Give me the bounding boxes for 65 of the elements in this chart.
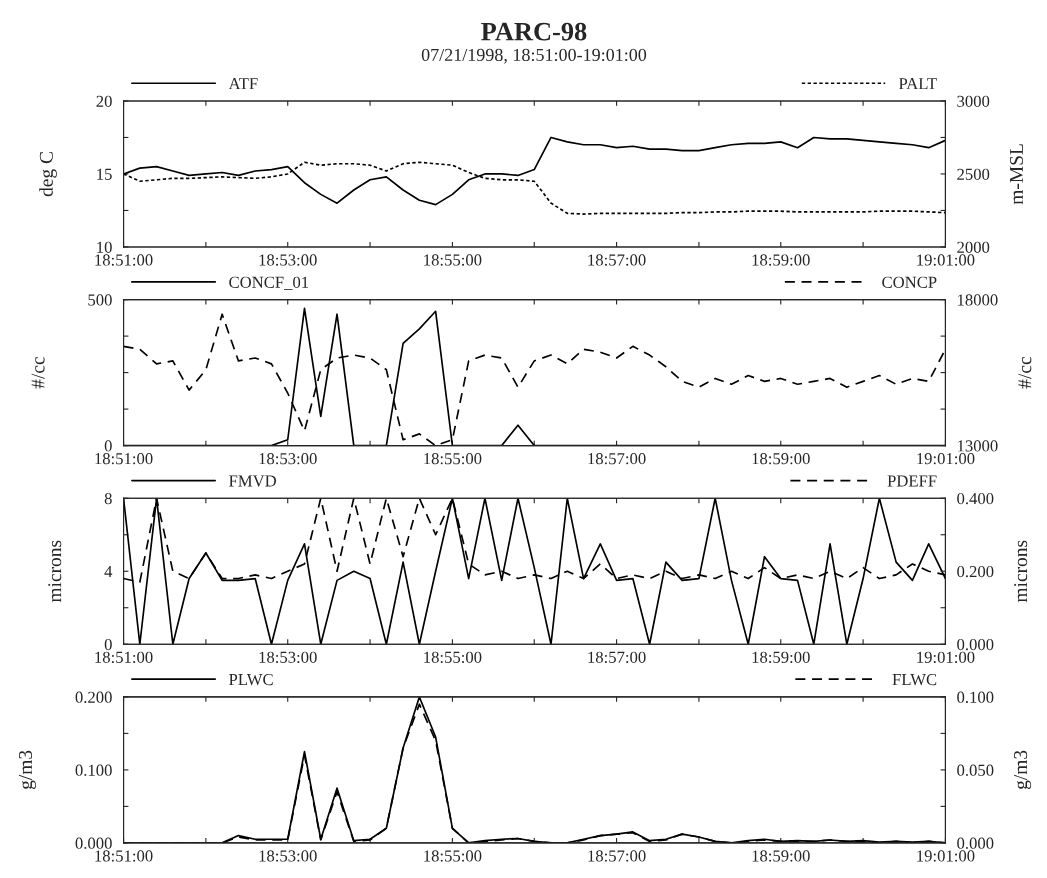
x-tick-label: 18:51:00	[95, 651, 153, 663]
y-tick-label: 500	[88, 294, 112, 306]
x-tick-label: 18:53:00	[259, 453, 317, 465]
y2-axis-title: #/cc	[1018, 357, 1032, 389]
legend-label: PDEFF	[887, 475, 937, 487]
legend-label: FMVD	[229, 475, 277, 487]
y-axis-title: deg C	[39, 152, 57, 197]
y2-tick-label: 0.000	[957, 837, 994, 849]
x-tick-label: 18:57:00	[588, 850, 646, 862]
y2-axis-title: microns	[1014, 540, 1028, 603]
y2-tick-label: 2000	[957, 241, 990, 253]
y-tick-label: 0.000	[75, 837, 112, 849]
y-tick-label: 0	[104, 440, 112, 452]
y-tick-label: 20	[96, 95, 112, 107]
legend-label: PLWC	[229, 673, 273, 686]
y2-tick-label: 0.100	[957, 691, 994, 703]
x-tick-label: 18:59:00	[752, 651, 810, 663]
x-tick-label: 18:53:00	[259, 651, 317, 663]
chart-title: PARC-98	[481, 22, 587, 41]
y2-axis-title: g/m3	[1014, 750, 1032, 790]
legend-label: ATF	[228, 78, 258, 90]
x-tick-label: 18:59:00	[752, 453, 810, 465]
chart-subtitle: 07/21/1998, 18:51:00-19:01:00	[421, 48, 647, 64]
x-tick-label: 18:55:00	[424, 453, 482, 465]
legend-label: CONCP	[882, 276, 937, 288]
x-tick-label: 18:59:00	[752, 850, 810, 862]
x-tick-label: 18:55:00	[424, 850, 482, 862]
y2-axis-title: m-MSL	[1009, 144, 1024, 205]
y-axis-title: g/m3	[18, 750, 37, 790]
y2-tick-label: 18000	[958, 294, 998, 306]
x-tick-label: 19:01:00	[917, 651, 975, 663]
y-tick-label: 0	[104, 638, 112, 651]
y2-tick-label: 0.050	[957, 764, 994, 776]
x-tick-label: 18:51:00	[95, 453, 153, 465]
y-axis-title: microns	[48, 540, 62, 603]
y-tick-label: 4	[104, 566, 113, 578]
y2-tick-label: 0.200	[957, 565, 994, 578]
x-tick-label: 18:55:00	[424, 254, 482, 266]
x-tick-label: 18:55:00	[424, 651, 482, 663]
legend-label: PALT	[898, 78, 937, 90]
y-tick-label: 0.100	[75, 764, 112, 776]
x-tick-label: 18:59:00	[752, 254, 810, 266]
y-tick-label: 0.200	[75, 691, 112, 703]
y2-tick-label: 2500	[957, 168, 990, 180]
legend-label: FLWC	[892, 673, 937, 686]
x-tick-label: 18:53:00	[259, 850, 317, 862]
x-tick-label: 18:57:00	[588, 651, 646, 663]
y2-tick-label: 0.000	[957, 638, 994, 651]
y-tick-label: 15	[97, 168, 112, 180]
y-tick-label: 8	[104, 492, 112, 505]
y2-tick-label: 3000	[957, 95, 990, 107]
legend-label: CONCF_01	[229, 276, 309, 290]
x-tick-label: 19:01:00	[917, 254, 975, 266]
y2-tick-label: 0.400	[957, 492, 994, 505]
y-axis-title: #/cc	[31, 357, 45, 389]
x-tick-label: 18:57:00	[588, 453, 646, 465]
x-tick-label: 19:01:00	[917, 850, 975, 862]
y2-tick-label: 13000	[958, 440, 998, 452]
x-tick-label: 18:51:00	[95, 254, 153, 266]
x-tick-label: 18:57:00	[588, 254, 646, 266]
x-tick-label: 18:51:00	[95, 850, 153, 862]
y-tick-label: 10	[97, 241, 112, 253]
line-series	[123, 498, 946, 645]
x-tick-label: 19:01:00	[917, 453, 975, 465]
x-tick-label: 18:53:00	[259, 254, 317, 266]
